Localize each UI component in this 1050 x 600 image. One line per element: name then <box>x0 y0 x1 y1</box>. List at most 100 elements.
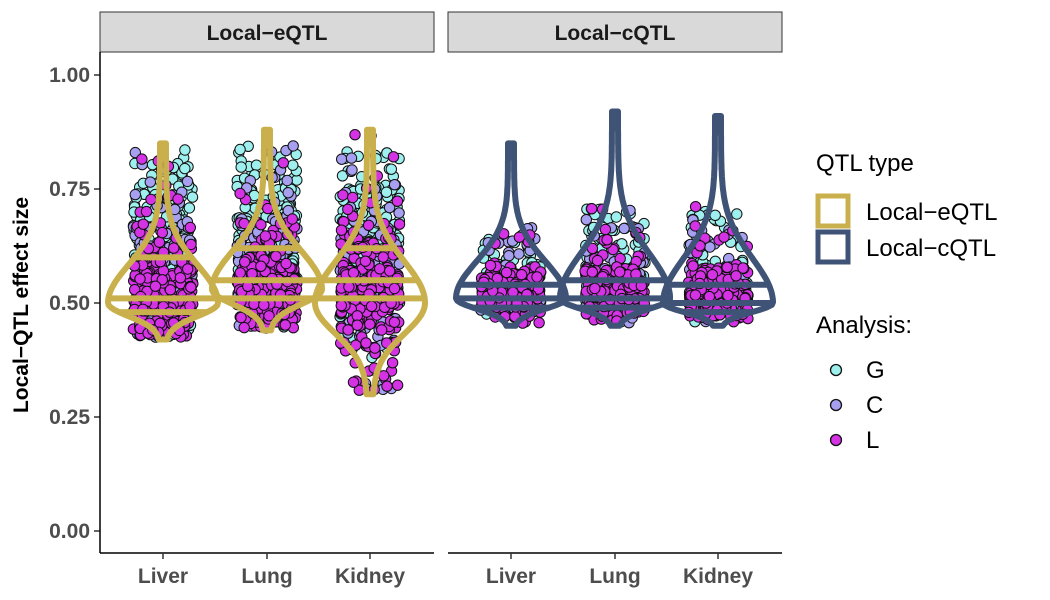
legend-item-c: C <box>829 392 883 419</box>
point-l <box>718 231 730 243</box>
point-l <box>349 129 361 141</box>
point-l <box>277 157 289 169</box>
point-l <box>365 300 378 312</box>
point-l <box>531 271 543 283</box>
point-l <box>351 310 363 322</box>
point-c <box>282 187 294 199</box>
y-tick-label: 0.50 <box>49 292 90 315</box>
point-l <box>393 218 406 230</box>
point-l <box>386 357 399 369</box>
legend-label-cqtl: Local−cQTL <box>866 235 996 262</box>
point-l <box>362 219 375 232</box>
point-l <box>140 205 153 218</box>
y-tick-label: 1.00 <box>49 64 90 87</box>
violin-group-liver <box>105 140 221 343</box>
point-c <box>345 152 358 164</box>
point-l <box>591 254 604 267</box>
violin-group-lung <box>209 126 325 334</box>
point-l <box>255 260 267 272</box>
point-l <box>589 282 601 295</box>
y-tick-label: 0.00 <box>49 520 90 543</box>
point-c <box>383 201 396 214</box>
point-l <box>391 379 404 391</box>
legend-item-l: L <box>829 427 879 454</box>
point-c <box>144 176 157 188</box>
point-l <box>500 266 513 279</box>
point-g <box>380 186 393 198</box>
point-l <box>381 380 393 392</box>
point-l <box>156 274 169 286</box>
x-tick-label-kidney: Kidney <box>683 565 753 588</box>
x-tick-label-lung: Lung <box>241 565 292 588</box>
point-g <box>183 202 196 214</box>
violin-group-liver <box>453 140 569 329</box>
legend-item-g: G <box>829 357 885 384</box>
point-l <box>234 267 246 279</box>
x-tick-label-kidney: Kidney <box>335 565 405 588</box>
point-l <box>337 189 349 201</box>
point-l <box>164 284 177 296</box>
point-l <box>388 316 401 328</box>
point-l <box>235 311 247 324</box>
point-l <box>239 256 251 268</box>
x-tick-label-liver: Liver <box>138 565 188 588</box>
point-c <box>503 250 515 262</box>
point-g <box>179 162 191 175</box>
violin-group-kidney <box>312 126 428 398</box>
point-l <box>586 203 598 215</box>
point-l <box>279 319 291 331</box>
point-l <box>687 260 699 272</box>
legend-item-eqtl: Local−eQTL <box>815 193 997 229</box>
point-l <box>263 310 275 322</box>
x-axis: Liver Lung Kidney Liver Lung Kidney <box>138 553 753 588</box>
point-l <box>185 281 197 293</box>
point-l <box>258 299 270 311</box>
point-l <box>185 238 197 251</box>
point-l <box>335 224 348 236</box>
point-g <box>235 161 247 173</box>
y-axis: 0.00 0.25 0.50 0.75 1.00 <box>49 64 100 543</box>
point-g <box>336 170 349 182</box>
point-l <box>374 263 386 275</box>
legend-title-qtl-type: QTL type <box>816 150 914 177</box>
violin-group-kidney <box>660 113 776 329</box>
point-l <box>614 266 626 278</box>
point-l <box>347 376 360 388</box>
point-l <box>515 269 528 281</box>
point-l <box>280 257 292 270</box>
violin-outline-lung <box>209 126 325 334</box>
point-g <box>610 211 622 223</box>
point-l <box>134 273 146 285</box>
point-l <box>376 324 388 336</box>
point-l <box>234 187 246 200</box>
point-c <box>393 207 405 219</box>
legend-swatch-cqtl <box>815 229 851 265</box>
point-l <box>360 337 372 349</box>
point-l <box>599 223 612 236</box>
point-c <box>181 175 194 188</box>
x-tick-label-lung: Lung <box>589 565 640 588</box>
point-l <box>335 299 347 312</box>
point-l <box>722 289 734 302</box>
point-c <box>281 174 293 187</box>
point-l <box>387 151 400 163</box>
legend-label-g: G <box>866 357 885 384</box>
legend-item-cqtl: Local−cQTL <box>815 229 996 265</box>
legend: QTL type Local−eQTL Local−cQTL Analysis:… <box>815 150 997 454</box>
point-l <box>156 226 169 239</box>
point-l <box>286 213 298 225</box>
point-l <box>377 251 389 263</box>
point-g <box>179 144 191 156</box>
point-c <box>513 248 525 260</box>
legend-label-l: L <box>866 427 879 454</box>
legend-marker-c <box>829 398 843 412</box>
point-c <box>129 188 142 201</box>
point-l <box>172 193 184 205</box>
point-l <box>730 270 742 282</box>
point-l <box>145 193 157 206</box>
point-l <box>391 195 404 207</box>
point-l <box>342 203 354 216</box>
point-g <box>250 159 263 171</box>
point-l <box>255 219 267 231</box>
point-c <box>388 179 401 191</box>
